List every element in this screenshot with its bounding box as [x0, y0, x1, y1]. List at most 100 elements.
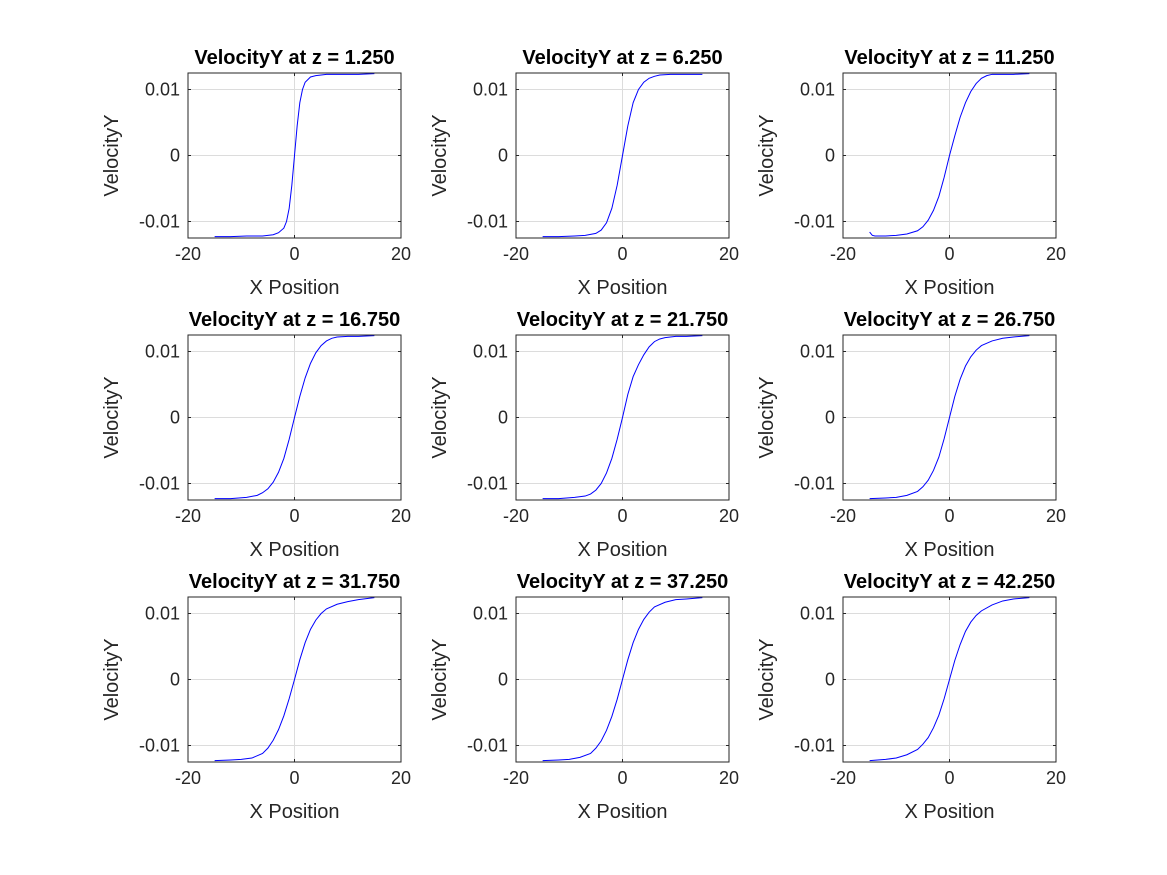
- series-line: [542, 73, 703, 238]
- x-tick-label: 20: [1046, 244, 1066, 264]
- x-tick-label: 0: [944, 506, 954, 526]
- x-tick-label: 0: [944, 768, 954, 788]
- x-tick-label: -20: [830, 768, 856, 788]
- y-axis-label: VelocityY: [101, 638, 123, 720]
- y-tick-label: -0.01: [794, 736, 835, 756]
- subplot-title: VelocityY at z = 1.250: [194, 47, 394, 69]
- subplot-9: -20 0 20 -0.01 0 0.01 VelocityY at z = 42.250 X…: [756, 571, 1066, 823]
- y-tick-label: -0.01: [467, 474, 508, 494]
- y-axis-label: VelocityY: [756, 114, 778, 196]
- subplot-2: -20 0 20 -0.01 0 0.01 VelocityY at z = 6.250 X …: [429, 47, 739, 299]
- y-axis-label: VelocityY: [756, 638, 778, 720]
- y-tick-label: 0.01: [473, 342, 508, 362]
- subplot-title: VelocityY at z = 37.250: [517, 571, 728, 593]
- x-tick-label: 0: [289, 506, 299, 526]
- y-axis-label: VelocityY: [101, 376, 123, 458]
- x-tick-label: -20: [503, 506, 529, 526]
- subplot-title: VelocityY at z = 42.250: [844, 571, 1055, 593]
- x-tick-label: 20: [1046, 768, 1066, 788]
- subplot-5: -20 0 20 -0.01 0 0.01 VelocityY at z = 21.750 X…: [429, 309, 739, 561]
- x-axis-label: X Position: [904, 539, 994, 561]
- x-axis-label: X Position: [249, 801, 339, 823]
- subplot-4: -20 0 20 -0.01 0 0.01 VelocityY at z = 16.750 X…: [101, 309, 411, 561]
- x-axis-label: X Position: [249, 539, 339, 561]
- x-tick-label: 0: [289, 244, 299, 264]
- y-tick-label: 0: [825, 670, 835, 690]
- x-tick-label: -20: [175, 768, 201, 788]
- y-axis-label: VelocityY: [429, 376, 451, 458]
- y-axis-label: VelocityY: [429, 638, 451, 720]
- y-axis-label: VelocityY: [756, 376, 778, 458]
- y-tick-label: 0: [825, 408, 835, 428]
- y-axis-label: VelocityY: [429, 114, 451, 196]
- subplot-6: -20 0 20 -0.01 0 0.01 VelocityY at z = 26.750 X…: [756, 309, 1066, 561]
- x-tick-label: -20: [503, 768, 529, 788]
- x-tick-label: -20: [175, 506, 201, 526]
- x-tick-label: 20: [391, 244, 411, 264]
- x-tick-label: 20: [391, 768, 411, 788]
- series-line: [869, 73, 1030, 237]
- x-tick-label: 20: [719, 244, 739, 264]
- x-tick-label: 0: [617, 506, 627, 526]
- y-tick-label: -0.01: [139, 474, 180, 494]
- y-tick-label: -0.01: [794, 212, 835, 232]
- y-tick-label: 0.01: [800, 342, 835, 362]
- series-line: [869, 597, 1030, 762]
- x-axis-label: X Position: [249, 277, 339, 299]
- x-axis-label: X Position: [904, 277, 994, 299]
- y-tick-label: 0.01: [473, 604, 508, 624]
- subplot-title: VelocityY at z = 21.750: [517, 309, 728, 331]
- series-line: [542, 597, 703, 762]
- y-tick-label: 0.01: [145, 342, 180, 362]
- y-tick-label: 0.01: [145, 80, 180, 100]
- y-tick-label: -0.01: [794, 474, 835, 494]
- subplot-title: VelocityY at z = 11.250: [844, 47, 1054, 69]
- subplot-7: -20 0 20 -0.01 0 0.01 VelocityY at z = 31.750 X…: [101, 571, 411, 823]
- x-tick-label: 0: [289, 768, 299, 788]
- y-tick-label: 0: [825, 146, 835, 166]
- subplot-title: VelocityY at z = 31.750: [189, 571, 400, 593]
- y-tick-label: -0.01: [139, 212, 180, 232]
- series-line: [542, 335, 703, 500]
- y-tick-label: 0.01: [145, 604, 180, 624]
- y-tick-label: -0.01: [467, 212, 508, 232]
- x-tick-label: 20: [719, 768, 739, 788]
- y-tick-label: 0: [170, 408, 180, 428]
- y-axis-label: VelocityY: [101, 114, 123, 196]
- y-tick-label: 0.01: [800, 80, 835, 100]
- x-axis-label: X Position: [577, 277, 667, 299]
- y-tick-label: 0: [498, 146, 508, 166]
- x-tick-label: 20: [1046, 506, 1066, 526]
- x-tick-label: 20: [391, 506, 411, 526]
- y-tick-label: 0: [498, 670, 508, 690]
- subplot-title: VelocityY at z = 26.750: [844, 309, 1055, 331]
- y-tick-label: 0.01: [473, 80, 508, 100]
- x-axis-label: X Position: [577, 801, 667, 823]
- x-tick-label: -20: [830, 506, 856, 526]
- x-tick-label: 20: [719, 506, 739, 526]
- x-tick-label: -20: [830, 244, 856, 264]
- x-tick-label: 0: [617, 244, 627, 264]
- x-axis-label: X Position: [904, 801, 994, 823]
- y-tick-label: 0: [498, 408, 508, 428]
- y-tick-label: -0.01: [139, 736, 180, 756]
- x-tick-label: 0: [617, 768, 627, 788]
- y-tick-label: 0: [170, 670, 180, 690]
- y-tick-label: 0.01: [800, 604, 835, 624]
- x-tick-label: 0: [944, 244, 954, 264]
- y-tick-label: -0.01: [467, 736, 508, 756]
- subplot-1: -20 0 20 -0.01 0 0.01 VelocityY at z = 1.250 X …: [101, 47, 411, 299]
- subplot-title: VelocityY at z = 6.250: [522, 47, 722, 69]
- x-axis-label: X Position: [577, 539, 667, 561]
- series-line: [214, 73, 375, 238]
- series-line: [214, 335, 375, 500]
- series-line: [869, 335, 1030, 500]
- x-tick-label: -20: [175, 244, 201, 264]
- subplot-title: VelocityY at z = 16.750: [189, 309, 400, 331]
- y-tick-label: 0: [170, 146, 180, 166]
- series-line: [214, 597, 375, 762]
- subplot-8: -20 0 20 -0.01 0 0.01 VelocityY at z = 37.250 X…: [429, 571, 739, 823]
- subplot-3: -20 0 20 -0.01 0 0.01 VelocityY at z = 11.250 X…: [756, 47, 1066, 299]
- x-tick-label: -20: [503, 244, 529, 264]
